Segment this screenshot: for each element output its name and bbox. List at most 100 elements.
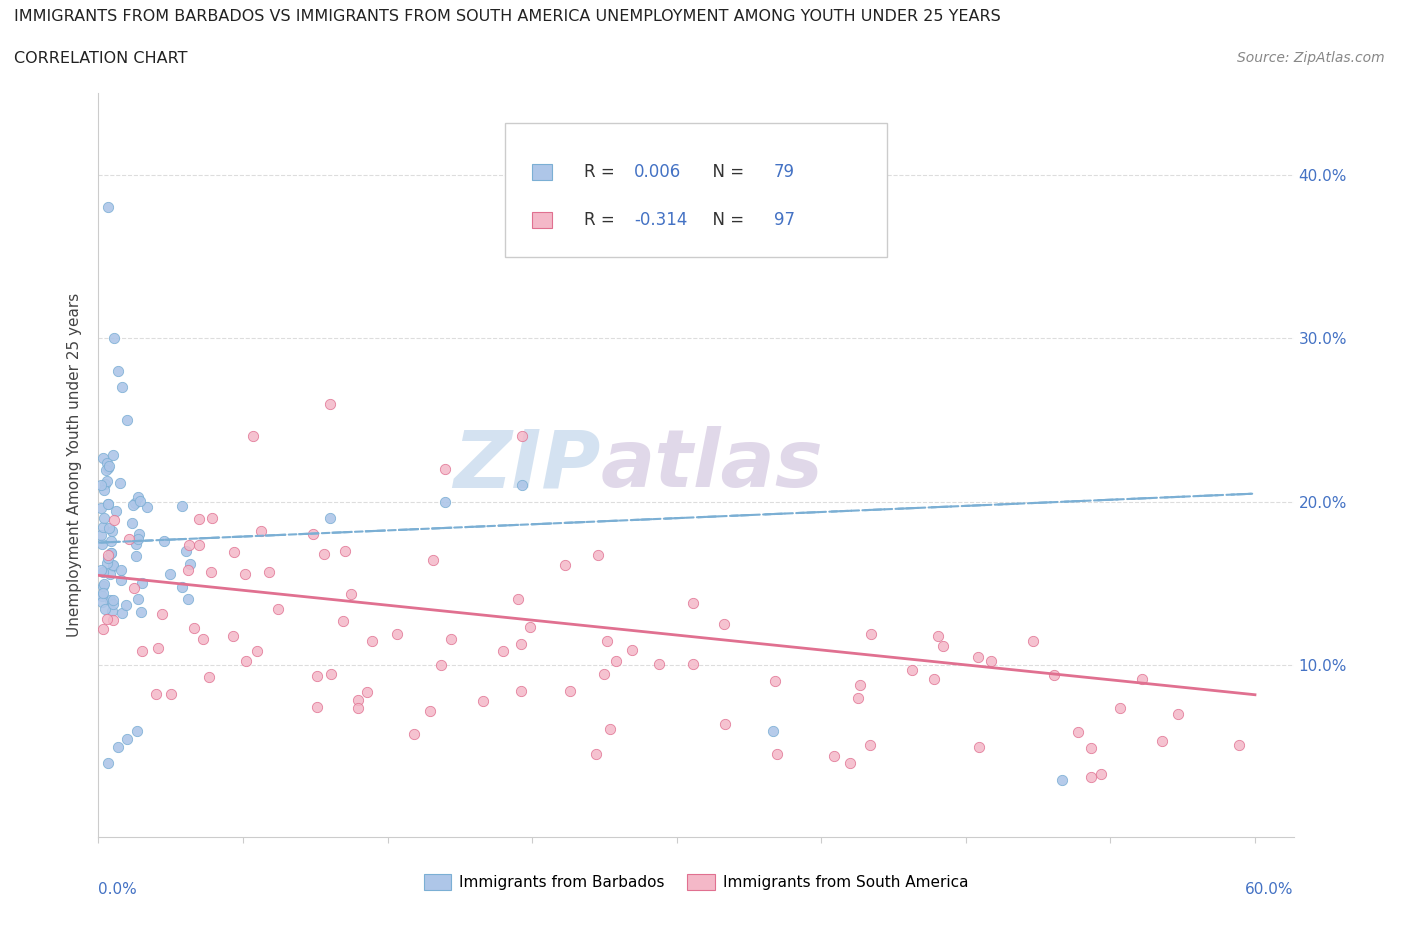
Point bbox=[97, 458, 120, 473]
Point bbox=[131, 604, 153, 619]
Point bbox=[127, 490, 149, 505]
Point bbox=[1080, 769, 1102, 784]
Point bbox=[90, 500, 112, 515]
Text: 97: 97 bbox=[773, 211, 794, 229]
Point bbox=[859, 737, 882, 752]
Point bbox=[766, 747, 789, 762]
Point bbox=[859, 627, 882, 642]
Point bbox=[100, 546, 122, 561]
Point bbox=[97, 756, 120, 771]
Point bbox=[125, 549, 148, 564]
Point bbox=[91, 537, 114, 551]
Point bbox=[98, 592, 121, 607]
Point bbox=[96, 462, 118, 477]
Point bbox=[125, 724, 148, 738]
Point bbox=[96, 473, 118, 488]
Point bbox=[434, 495, 457, 510]
Point bbox=[100, 524, 122, 538]
Point bbox=[932, 638, 955, 653]
Point bbox=[333, 544, 356, 559]
Point bbox=[1227, 737, 1250, 752]
Point bbox=[1152, 734, 1174, 749]
Point bbox=[90, 563, 112, 578]
Point bbox=[361, 634, 384, 649]
FancyBboxPatch shape bbox=[505, 123, 887, 257]
Point bbox=[98, 566, 121, 581]
Point bbox=[91, 586, 114, 601]
Point bbox=[430, 658, 453, 672]
FancyBboxPatch shape bbox=[533, 164, 553, 180]
Point bbox=[222, 629, 245, 644]
Point bbox=[93, 512, 115, 526]
Point bbox=[101, 613, 124, 628]
Point bbox=[969, 739, 991, 754]
Point bbox=[713, 617, 735, 631]
Point bbox=[174, 543, 197, 558]
Point bbox=[492, 644, 515, 658]
Point bbox=[100, 534, 122, 549]
Point bbox=[187, 538, 209, 552]
Point bbox=[152, 534, 174, 549]
Point bbox=[160, 686, 183, 701]
Point bbox=[127, 591, 149, 606]
Point bbox=[1022, 633, 1045, 648]
Point bbox=[519, 620, 541, 635]
Point bbox=[472, 694, 495, 709]
Point bbox=[246, 644, 269, 658]
Point bbox=[321, 667, 343, 682]
Point bbox=[266, 601, 288, 616]
Point bbox=[434, 461, 457, 476]
Point bbox=[131, 644, 153, 658]
Point bbox=[100, 545, 122, 560]
Text: N =: N = bbox=[702, 211, 749, 229]
Point bbox=[97, 551, 120, 565]
FancyBboxPatch shape bbox=[533, 212, 553, 229]
Point bbox=[103, 512, 125, 527]
Point bbox=[235, 653, 257, 668]
Point bbox=[560, 684, 582, 698]
Point bbox=[188, 512, 211, 527]
Text: Source: ZipAtlas.com: Source: ZipAtlas.com bbox=[1237, 51, 1385, 65]
Point bbox=[110, 379, 132, 394]
Point bbox=[191, 631, 214, 646]
Point bbox=[97, 460, 120, 475]
Point bbox=[96, 555, 118, 570]
Point bbox=[121, 498, 143, 512]
Point bbox=[346, 693, 368, 708]
Point bbox=[93, 482, 115, 497]
Point bbox=[250, 524, 273, 538]
Point bbox=[682, 657, 704, 671]
Point bbox=[101, 604, 124, 618]
Point bbox=[762, 724, 785, 738]
Point bbox=[129, 494, 152, 509]
Point bbox=[103, 331, 125, 346]
Point bbox=[332, 613, 354, 628]
Point bbox=[595, 634, 617, 649]
Point bbox=[179, 556, 201, 571]
Point bbox=[91, 594, 114, 609]
Point bbox=[94, 602, 117, 617]
Point bbox=[319, 396, 342, 411]
Text: CORRELATION CHART: CORRELATION CHART bbox=[14, 51, 187, 66]
Point bbox=[197, 670, 219, 684]
Point bbox=[146, 641, 169, 656]
Point bbox=[97, 497, 120, 512]
Point bbox=[124, 496, 146, 511]
Point bbox=[145, 686, 167, 701]
Point bbox=[222, 545, 245, 560]
Point bbox=[506, 591, 529, 606]
Point bbox=[1080, 740, 1102, 755]
Point bbox=[404, 726, 426, 741]
Point bbox=[927, 629, 949, 644]
Text: 0.006: 0.006 bbox=[634, 163, 681, 180]
Point bbox=[176, 591, 198, 606]
Point bbox=[91, 578, 114, 593]
Point bbox=[122, 581, 145, 596]
Point bbox=[183, 620, 205, 635]
Point bbox=[848, 677, 870, 692]
Point bbox=[135, 500, 157, 515]
Point bbox=[97, 520, 120, 535]
Point bbox=[440, 632, 463, 647]
Point bbox=[115, 597, 138, 612]
Point bbox=[980, 654, 1002, 669]
